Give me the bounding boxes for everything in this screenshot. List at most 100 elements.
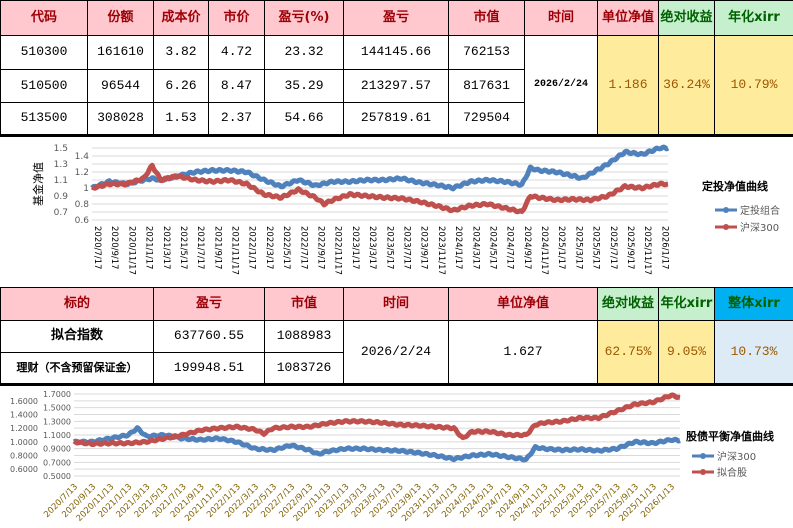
table-row: 513500 308028 1.53 2.37 54.66 257819.61 729504 — [0, 102, 793, 136]
series-line-2 — [90, 162, 670, 215]
x-tick-label: 2021/7/17 — [195, 226, 205, 270]
x-tick-label: 2023/9/17 — [419, 226, 429, 270]
x-tick-label: 2022/5/17 — [281, 226, 291, 270]
y-axis-label: 基金净值 — [31, 162, 45, 206]
x-tick-label: 2024/1/17 — [453, 226, 463, 270]
x-tick-label: 2020/11/17 — [126, 226, 136, 275]
x-tick-label: 2024/3/17 — [470, 226, 480, 270]
y-tick-label: 1.0000 — [10, 438, 38, 447]
header-date: 时间 — [343, 287, 449, 321]
cell: 8.47 — [208, 69, 265, 103]
x-tick-label: 2021/5/17 — [178, 226, 188, 270]
x-tick-label: 2022/11/17 — [333, 226, 343, 275]
x-tick-label: 2025/5/17 — [591, 226, 601, 270]
table-row: 510300 161610 3.82 4.72 23.32 144145.66 762153… — [0, 35, 793, 136]
x-tick-label: 2021/9/17 — [212, 226, 222, 270]
header-abs-return: 绝对收益 — [597, 287, 659, 321]
cell: 4.72 — [208, 35, 265, 70]
x-tick-label: 2024/5/17 — [487, 226, 497, 270]
x-tick-label: 2023/1/17 — [350, 226, 360, 270]
cell: 161610 — [87, 35, 154, 70]
x-tick-label: 2022/1/17 — [247, 226, 257, 270]
cell: 96544 — [87, 69, 154, 103]
x-tick-label: 2022/7/17 — [298, 226, 308, 270]
abs-return-cell: 62.75% — [597, 320, 659, 385]
header-overall-xirr: 整体xirr — [714, 287, 793, 321]
y-tick-label: 0.8000 — [10, 452, 38, 461]
header-code: 代码 — [0, 0, 88, 36]
y-tick-label: 1.1000 — [43, 431, 71, 440]
x-tick-label: 2023/11/17 — [436, 226, 446, 275]
header-market-value: 市值 — [264, 287, 344, 321]
nav-cell: 1.186 — [597, 35, 659, 136]
y-tick-label: 0.7 — [54, 208, 68, 218]
y-tick-label: 0.6000 — [10, 465, 38, 474]
series-line-1 — [90, 144, 670, 192]
cell: 510500 — [0, 69, 88, 103]
x-tick-label: 2021/11/17 — [230, 226, 240, 275]
cell: 2.37 — [208, 102, 265, 136]
summary-table: 标的 盈亏 市值 时间 单位净值 绝对收益 年化xirr 整体xirr 拟合指数… — [0, 287, 793, 386]
x-tick-label: 2021/1/17 — [144, 226, 154, 270]
header-xirr: 年化xirr — [658, 287, 715, 321]
x-tick-label: 2020/9/17 — [109, 226, 119, 270]
chart-title: 定投净值曲线 — [702, 179, 768, 193]
x-tick-label: 2025/1/17 — [556, 226, 566, 270]
y-tick-label: 1.6000 — [10, 397, 38, 406]
y-tick-label: 1.3000 — [43, 417, 71, 426]
y-tick-label: 1 — [83, 184, 89, 194]
x-tick-label: 2025/9/17 — [625, 226, 635, 270]
y-tick-label: 1.2000 — [10, 424, 38, 433]
x-tick-label: 2021/3/17 — [161, 226, 171, 270]
table-row: 拟合指数 637760.55 1088983 2026/2/24 1.627 6… — [0, 320, 793, 385]
cell: 257819.61 — [343, 102, 449, 136]
xirr-cell: 10.79% — [714, 35, 793, 136]
holdings-table: 代码 份额 成本价 市价 盈亏(%) 盈亏 市值 时间 单位净值 绝对收益 年化… — [0, 0, 793, 137]
cell: 理财（不含预留保证金） — [0, 352, 154, 385]
cell: 35.29 — [264, 69, 344, 103]
cell: 513500 — [0, 102, 88, 136]
x-tick-label: 2024/11/17 — [539, 226, 549, 275]
header-target: 标的 — [0, 287, 154, 321]
legend-label: 拟合股 — [717, 466, 747, 479]
y-tick-label: 0.5000 — [43, 472, 71, 481]
header-pnl-pct: 盈亏(%) — [264, 0, 344, 36]
abs-return-cell: 36.24% — [658, 35, 715, 136]
cell: 199948.51 — [153, 352, 265, 385]
y-tick-label: 1.2 — [75, 168, 89, 178]
x-tick-label: 2023/3/17 — [367, 226, 377, 270]
x-tick-label: 2026/1/17 — [659, 226, 669, 270]
cell: 817631 — [448, 69, 525, 103]
xirr-cell: 9.05% — [658, 320, 715, 385]
header-market-value: 市值 — [448, 0, 525, 36]
nav-cell: 1.627 — [448, 320, 598, 385]
y-tick-label: 1.4000 — [10, 411, 38, 420]
cell: 762153 — [448, 35, 525, 70]
y-tick-label: 1.3 — [54, 160, 68, 170]
cell: 6.26 — [153, 69, 209, 103]
x-tick-label: 2025/11/17 — [642, 226, 652, 275]
y-tick-label: 1.5000 — [43, 404, 71, 413]
cell: 213297.57 — [343, 69, 449, 103]
cell: 3.82 — [153, 35, 209, 70]
cell: 54.66 — [264, 102, 344, 136]
cell: 729504 — [448, 102, 525, 136]
x-tick-label: 2023/7/17 — [401, 226, 411, 270]
y-tick-label: 1.7000 — [43, 390, 71, 399]
y-tick-label: 1.4 — [75, 152, 90, 162]
cell: 1088983 — [264, 320, 344, 353]
cell: 510300 — [0, 35, 88, 70]
x-tick-label: 2024/9/17 — [522, 226, 532, 270]
table-row: 510500 96544 6.26 8.47 35.29 213297.57 817631 — [0, 69, 793, 103]
header-price: 市价 — [208, 0, 265, 36]
y-tick-label: 0.9000 — [43, 445, 71, 454]
legend-marker — [723, 224, 729, 230]
legend-label: 定投组合 — [740, 204, 780, 217]
y-tick-label: 0.6 — [75, 216, 90, 226]
legend-marker — [700, 469, 706, 475]
date-cell: 2026/2/24 — [524, 35, 598, 136]
header-date: 时间 — [524, 0, 598, 36]
header-pnl: 盈亏 — [343, 0, 449, 36]
cell: 144145.66 — [343, 35, 449, 70]
header-xirr: 年化xirr — [714, 0, 793, 36]
